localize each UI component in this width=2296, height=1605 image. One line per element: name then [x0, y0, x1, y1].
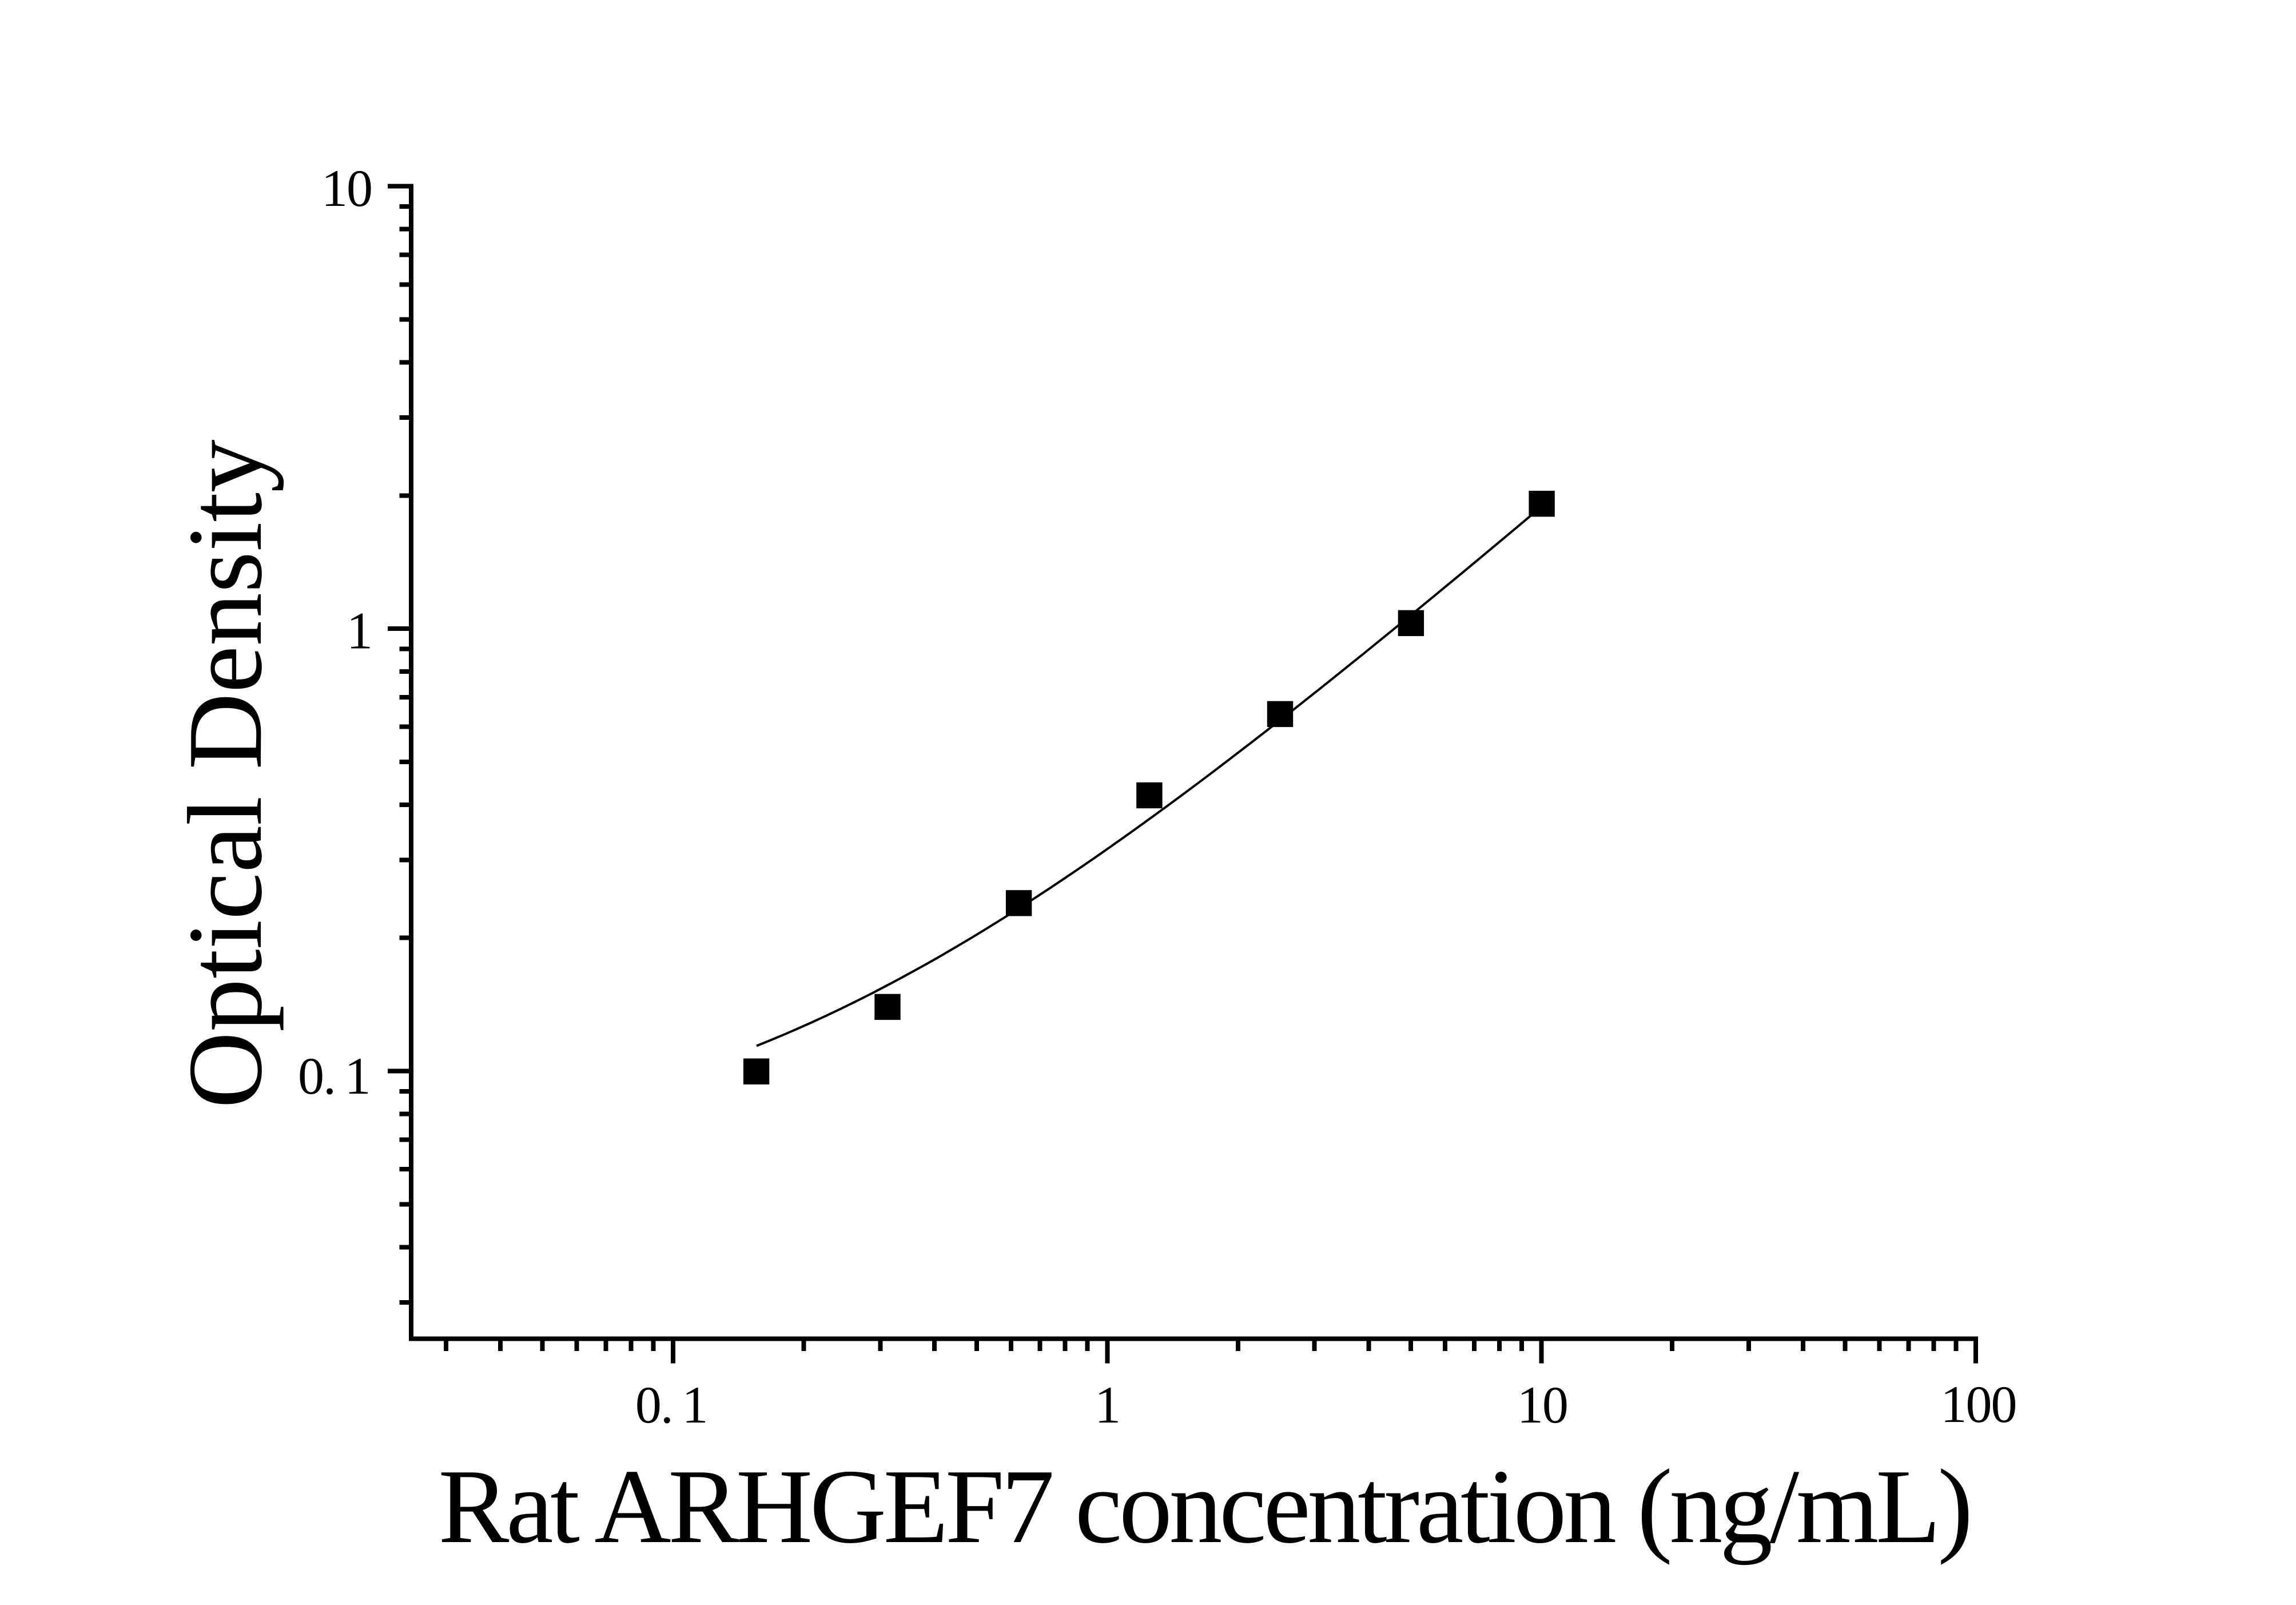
svg-text:0.1: 0. 1 — [635, 1376, 707, 1434]
svg-text:Optical Density: Optical Density — [166, 439, 284, 1109]
svg-text:0.1: 0. 1 — [298, 1047, 370, 1105]
svg-text:100: 100 — [1941, 1375, 2016, 1433]
svg-text:10: 10 — [1517, 1376, 1567, 1434]
svg-text:1: 1 — [347, 602, 372, 660]
svg-text:10: 10 — [321, 159, 372, 217]
svg-text:Rat ARHGEF7 concentration (ng/: Rat ARHGEF7 concentration (ng/mL) — [438, 1448, 1969, 1566]
svg-text:1: 1 — [1095, 1376, 1120, 1434]
